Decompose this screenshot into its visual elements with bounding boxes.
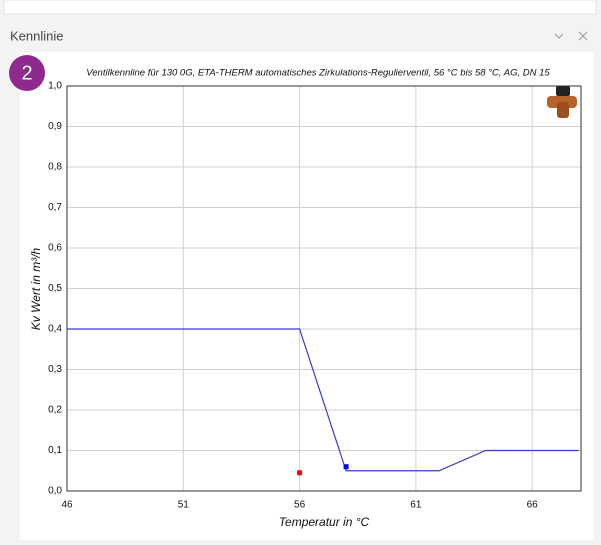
panel-title: Kennlinie xyxy=(10,28,64,43)
valve-icon xyxy=(547,86,577,118)
y-tick-label: 0,3 xyxy=(48,364,62,375)
x-tick-label: 51 xyxy=(178,500,190,511)
upper-panel xyxy=(3,0,597,15)
close-button[interactable] xyxy=(578,31,588,41)
y-tick-label: 0,1 xyxy=(48,445,62,456)
y-tick-label: 0,6 xyxy=(48,243,62,254)
x-tick-label: 56 xyxy=(294,500,306,511)
x-axis-label: Temperatur in °C xyxy=(279,515,370,529)
badge-number: 2 xyxy=(21,62,32,84)
y-tick-label: 0,5 xyxy=(48,283,62,294)
y-tick-label: 1,0 xyxy=(48,81,62,92)
collapse-button[interactable] xyxy=(554,33,564,39)
y-tick-label: 0,4 xyxy=(48,324,62,335)
badge xyxy=(9,55,45,91)
chart-panel xyxy=(20,52,594,540)
x-tick-label: 66 xyxy=(527,500,539,511)
plot-frame xyxy=(66,85,582,492)
plot: 0,0 0,1 0,2 0,3 0,4 0,5 0,6 0,7 0,8 0,9 1,0 46 51 56 6… xyxy=(48,81,581,511)
y-tick-label: 0,0 xyxy=(48,486,62,497)
y-tick-label: 0,9 xyxy=(48,121,62,132)
operating-point xyxy=(343,464,349,470)
x-tick-label: 46 xyxy=(61,500,73,511)
y-axis-label: Kv Wert in m³/h xyxy=(29,247,43,330)
operating-point xyxy=(297,470,303,476)
y-tick-label: 0,2 xyxy=(48,405,62,416)
x-tick-label: 61 xyxy=(410,500,422,511)
chart-title: Ventilkennline für 130 0G, ETA-THERM aut… xyxy=(86,68,550,79)
y-tick-label: 0,7 xyxy=(48,202,62,213)
kennlinie xyxy=(67,328,579,472)
y-tick-label: 0,8 xyxy=(48,162,62,173)
